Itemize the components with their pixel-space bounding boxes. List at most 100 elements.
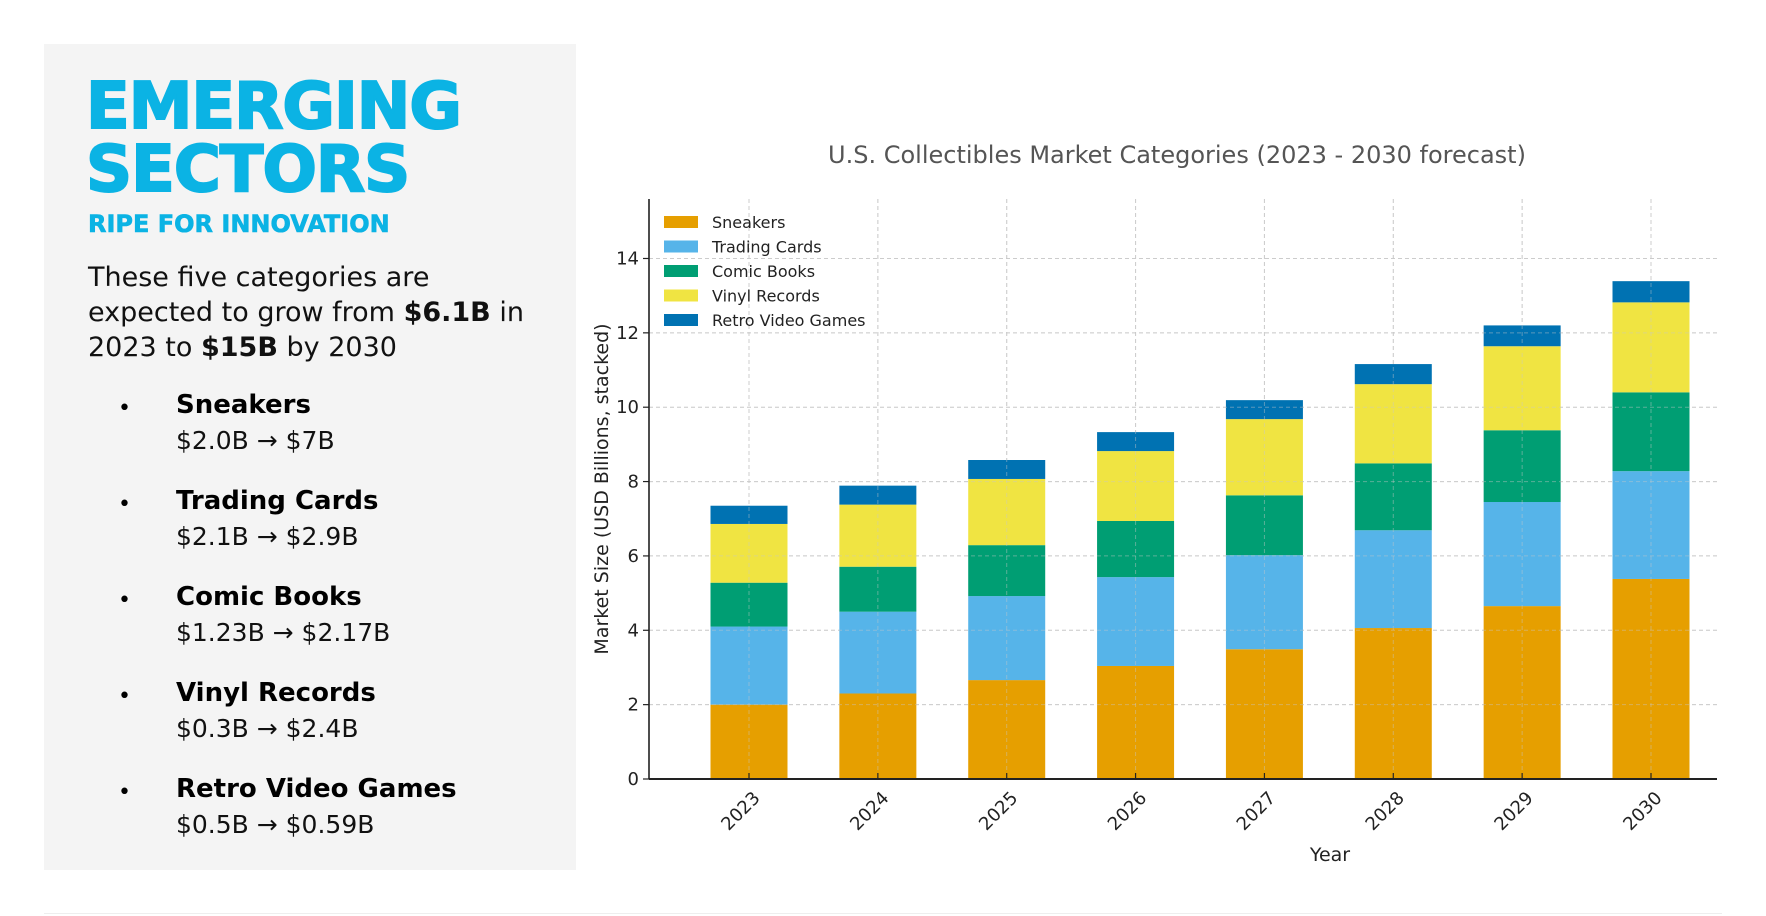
legend-swatch bbox=[664, 240, 698, 253]
x-tick-label: 2023 bbox=[717, 788, 764, 835]
intro-text: These five categories are expected to gr… bbox=[88, 260, 558, 365]
legend-label: Sneakers bbox=[712, 213, 785, 232]
bar-segment-comic-books bbox=[1483, 430, 1561, 503]
category-range: $2.0B → $7B bbox=[176, 426, 335, 455]
x-tick-label: 2026 bbox=[1104, 788, 1151, 835]
bar-segment-vinyl-records bbox=[1612, 302, 1690, 393]
chart-title: U.S. Collectibles Market Categories (202… bbox=[828, 141, 1526, 169]
category-name: Trading Cards bbox=[176, 486, 379, 516]
bar-segment-vinyl-records bbox=[1483, 346, 1561, 431]
list-item: • Retro Video Games $0.5B → $0.59B bbox=[88, 774, 558, 870]
bar-segment-comic-books bbox=[1354, 463, 1432, 531]
headline: EMERGING SECTORS bbox=[85, 70, 463, 207]
x-tick-label: 2028 bbox=[1362, 788, 1409, 835]
x-tick-label: 2027 bbox=[1233, 788, 1280, 835]
legend-label: Trading Cards bbox=[711, 238, 822, 257]
bar-segment-sneakers bbox=[968, 680, 1046, 779]
bar-segment-comic-books bbox=[968, 545, 1046, 597]
bar-segment-trading-cards bbox=[1354, 530, 1432, 629]
bar-segment-vinyl-records bbox=[1097, 451, 1175, 521]
legend-swatch bbox=[664, 314, 698, 326]
x-tick-label: 2025 bbox=[975, 788, 1022, 835]
y-tick-label: 0 bbox=[628, 769, 639, 790]
bullet-icon: • bbox=[118, 492, 131, 517]
category-range: $0.5B → $0.59B bbox=[176, 810, 375, 839]
bar-segment-retro-video-games bbox=[1097, 432, 1175, 452]
category-range: $1.23B → $2.17B bbox=[176, 618, 391, 647]
y-tick-label: 10 bbox=[616, 397, 639, 418]
bar-segment-vinyl-records bbox=[1354, 384, 1432, 464]
bar-segment-trading-cards bbox=[1097, 577, 1175, 666]
list-item: • Sneakers $2.0B → $7B bbox=[88, 390, 558, 486]
y-tick-label: 2 bbox=[628, 695, 639, 716]
bar-segment-retro-video-games bbox=[1483, 325, 1561, 347]
bar-segment-sneakers bbox=[1354, 628, 1432, 779]
bar-segment-sneakers bbox=[1483, 606, 1561, 779]
bar-segment-retro-video-games bbox=[1225, 400, 1303, 420]
intro-value-2023: $6.1B bbox=[403, 297, 491, 328]
intro-value-2030: $15B bbox=[200, 332, 278, 363]
bar-segment-trading-cards bbox=[1483, 502, 1561, 607]
bar-segment-trading-cards bbox=[839, 611, 917, 694]
bars bbox=[649, 199, 1717, 779]
bullet-icon: • bbox=[118, 684, 131, 709]
legend-swatch bbox=[664, 289, 698, 302]
legend-swatch bbox=[664, 216, 698, 228]
category-name: Comic Books bbox=[176, 582, 362, 612]
bar-segment-vinyl-records bbox=[839, 504, 917, 567]
category-name: Vinyl Records bbox=[176, 678, 376, 708]
legend: Sneakers Trading Cards Comic Books Vinyl Re… bbox=[664, 213, 866, 330]
bullet-icon: • bbox=[118, 588, 131, 613]
category-name: Sneakers bbox=[176, 390, 311, 420]
subheadline: RIPE FOR INNOVATION bbox=[88, 210, 390, 239]
y-tick-label: 8 bbox=[628, 472, 639, 493]
bar-segment-sneakers bbox=[839, 693, 917, 779]
y-tick-label: 6 bbox=[628, 546, 639, 567]
bar-segment-comic-books bbox=[1097, 520, 1175, 578]
bar-segment-sneakers bbox=[1225, 649, 1303, 779]
legend-label: Comic Books bbox=[712, 262, 815, 281]
bar-segment-sneakers bbox=[1097, 665, 1175, 779]
bottom-divider bbox=[44, 913, 1722, 914]
bar-segment-sneakers bbox=[1612, 578, 1690, 779]
bar-segment-comic-books bbox=[710, 582, 788, 627]
bar-segment-trading-cards bbox=[968, 596, 1046, 681]
bar-segment-vinyl-records bbox=[1225, 419, 1303, 496]
intro-part-1: These five categories are expected to gr… bbox=[88, 262, 430, 328]
bar-segment-retro-video-games bbox=[710, 505, 788, 524]
bar-segment-retro-video-games bbox=[839, 485, 917, 505]
category-name: Retro Video Games bbox=[176, 774, 457, 804]
list-item: • Vinyl Records $0.3B → $2.4B bbox=[88, 678, 558, 774]
bullet-icon: • bbox=[118, 396, 131, 421]
bar-segment-sneakers bbox=[710, 704, 788, 779]
list-item: • Trading Cards $2.1B → $2.9B bbox=[88, 486, 558, 582]
x-tick-label: 2024 bbox=[846, 788, 893, 835]
intro-part-2: in 2023 to bbox=[88, 297, 524, 363]
headline-line-2: SECTORS bbox=[85, 133, 411, 207]
bar-segment-vinyl-records bbox=[968, 478, 1046, 546]
x-tick-label: 2030 bbox=[1619, 788, 1666, 835]
intro-part-3: by 2030 bbox=[277, 332, 397, 363]
legend-label: Retro Video Games bbox=[712, 311, 866, 330]
bar-segment-comic-books bbox=[839, 566, 917, 612]
bar-segment-trading-cards bbox=[1612, 471, 1690, 579]
bar-segment-trading-cards bbox=[1225, 555, 1303, 650]
headline-line-1: EMERGING bbox=[85, 70, 463, 144]
x-axis-label: Year bbox=[1309, 844, 1350, 866]
legend-swatch bbox=[664, 265, 698, 277]
y-tick-label: 4 bbox=[628, 620, 639, 641]
bar-segment-retro-video-games bbox=[968, 460, 1046, 479]
list-item: • Comic Books $1.23B → $2.17B bbox=[88, 582, 558, 678]
category-range: $2.1B → $2.9B bbox=[176, 522, 359, 551]
left-info-panel bbox=[44, 44, 576, 870]
bar-segment-retro-video-games bbox=[1612, 281, 1690, 303]
bar-segment-vinyl-records bbox=[710, 523, 788, 583]
bar-segment-trading-cards bbox=[710, 626, 788, 705]
y-tick-label: 14 bbox=[616, 248, 639, 269]
x-tick-label: 2029 bbox=[1490, 788, 1537, 835]
category-range: $0.3B → $2.4B bbox=[176, 714, 359, 743]
y-tick-label: 12 bbox=[616, 323, 639, 344]
y-axis-label: Market Size (USD Billions, stacked) bbox=[591, 323, 613, 654]
bar-segment-comic-books bbox=[1225, 495, 1303, 556]
